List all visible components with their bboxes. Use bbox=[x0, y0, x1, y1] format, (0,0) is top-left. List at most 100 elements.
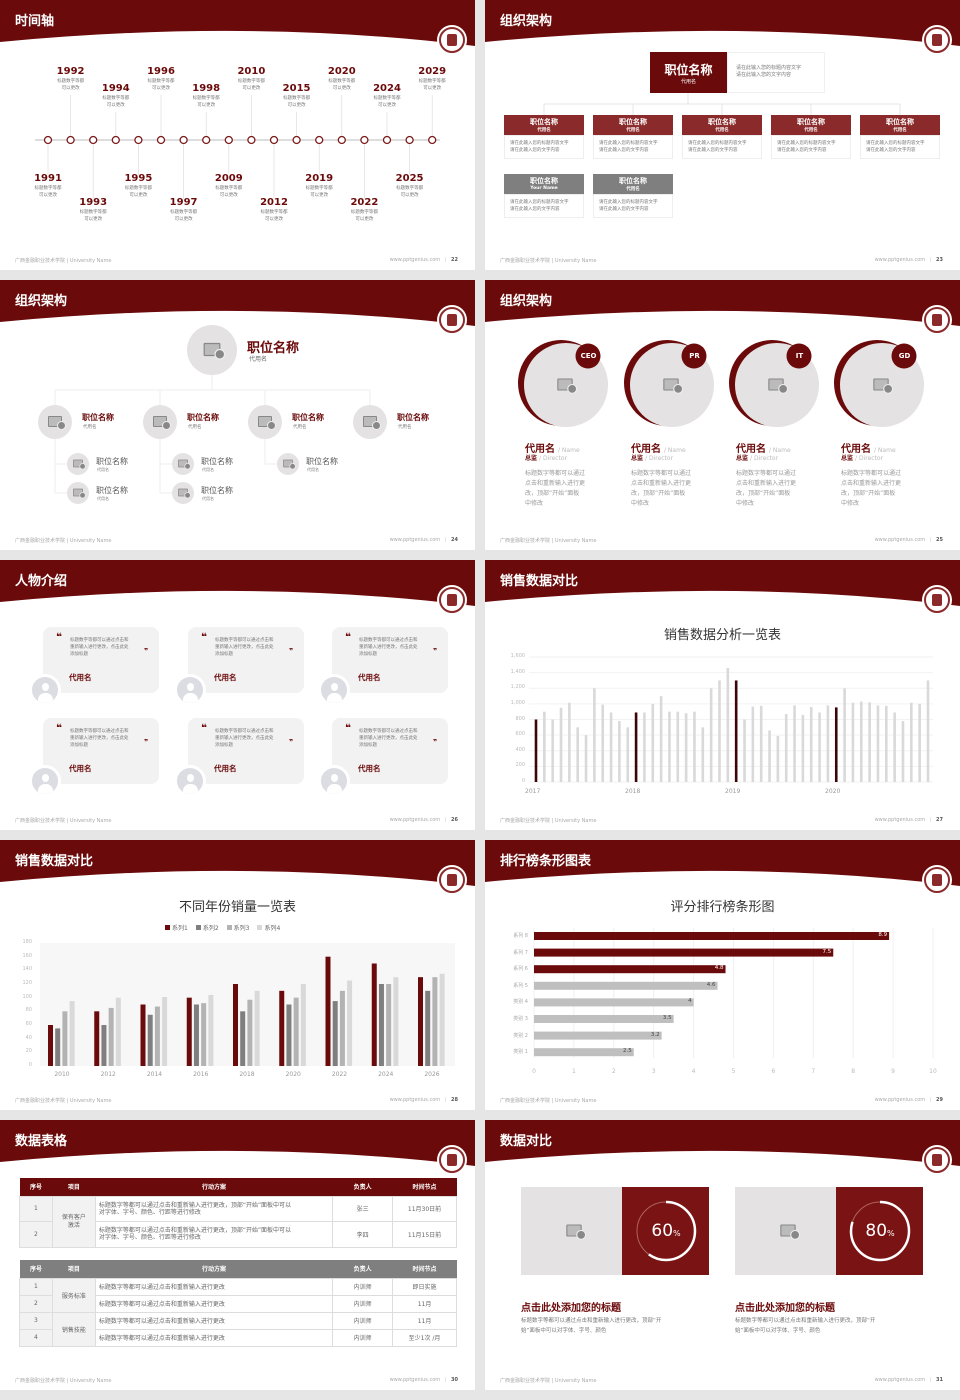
slide-30[interactable]: 数据表格 广西金融职业技术学院 | University Name www.pptg… bbox=[0, 1120, 475, 1390]
series-bar bbox=[279, 990, 285, 1066]
category-label: 类别 2 bbox=[513, 1032, 528, 1039]
member-role-cn: 总监 bbox=[841, 455, 854, 462]
sales-bar bbox=[918, 703, 921, 782]
ranking-bar bbox=[534, 965, 726, 974]
member-name-cn: 代用名 bbox=[631, 444, 661, 455]
member-desc: 标题数字等都可以通过 点击和重新输入进行更 改，顶部“开始”面板 中修改 bbox=[525, 470, 586, 507]
slide-26[interactable]: 人物介绍 广西金融职业技术学院 | University Name www.pptg… bbox=[0, 560, 475, 830]
header-band bbox=[485, 840, 960, 886]
legend-swatch bbox=[195, 925, 201, 930]
slide-31[interactable]: 数据对比 广西金融职业技术学院 | University Name www.pptg… bbox=[485, 1120, 960, 1390]
column-header: 时间节点 bbox=[412, 1184, 437, 1192]
org-box-header: 职位名称 代用名 bbox=[593, 115, 673, 135]
header-band bbox=[485, 0, 960, 46]
data-label: 8.9 bbox=[878, 932, 888, 938]
sales-bar bbox=[668, 711, 671, 782]
header-curve bbox=[0, 1120, 475, 1166]
timeline-node bbox=[179, 135, 188, 145]
member-role-cn: 总监 bbox=[631, 455, 644, 462]
row-time: 11月 bbox=[392, 1294, 457, 1313]
footer-university: 广西金融职业技术学院 | University Name bbox=[15, 818, 112, 824]
y-tick-label: 800 bbox=[515, 715, 525, 722]
footer-url: www.pptgenius.com bbox=[874, 1377, 926, 1383]
series-bar bbox=[48, 1025, 53, 1066]
sales-bar bbox=[726, 667, 730, 782]
slide-23[interactable]: 组织架构 广西金融职业技术学院 | University Name www.pptg… bbox=[485, 0, 960, 270]
member-desc: 标题数字等都可以通过 点击和重新输入进行更 改，顶部“开始”面板 中修改 bbox=[631, 470, 692, 507]
slide-25[interactable]: 组织架构 广西金融职业技术学院 | University Name www.pptg… bbox=[485, 280, 960, 550]
series-bar bbox=[293, 997, 299, 1066]
slide-22[interactable]: 时间轴 广西金融职业技术学院 | University Name www.pptge… bbox=[0, 0, 475, 270]
footer-right: www.pptgenius.com | 27 bbox=[875, 817, 943, 823]
row-group: 保有客户 激活 bbox=[51, 1195, 96, 1248]
member-role: 总监 / Director bbox=[736, 453, 778, 462]
member-name-en: / Name bbox=[769, 447, 791, 454]
sales-bar bbox=[901, 721, 905, 782]
footer-university: 广西金融职业技术学院 | University Name bbox=[500, 1098, 597, 1104]
footer-university: 广西金融职业技术学院 | University Name bbox=[500, 818, 597, 824]
org-mid-title: 职位名称 bbox=[292, 413, 324, 422]
sales-bar bbox=[759, 705, 763, 782]
timeline-desc: 标题数字等都 可以更改 bbox=[418, 79, 446, 91]
member-name-en: / Name bbox=[664, 447, 686, 454]
timeline-node bbox=[43, 135, 53, 145]
y-tick-label: 200 bbox=[515, 762, 525, 769]
series-bar bbox=[162, 996, 168, 1066]
x-tick-label: 6 bbox=[771, 1068, 776, 1075]
slide-24[interactable]: 组织架构 广西金融职业技术学院 | University Name www.pptg… bbox=[0, 280, 475, 550]
member-role-cn: 总监 bbox=[525, 455, 538, 462]
footer-university: 广西金融职业技术学院 | University Name bbox=[500, 258, 597, 264]
sales-bar bbox=[551, 719, 554, 782]
timeline-year: 1996 bbox=[147, 66, 175, 77]
slide-title: 人物介绍 bbox=[15, 574, 68, 589]
org-line bbox=[54, 375, 371, 494]
legend-item: 系列2 bbox=[195, 925, 219, 932]
timeline-node bbox=[360, 135, 369, 145]
footer-right: www.pptgenius.com | 24 bbox=[390, 537, 458, 543]
sales-bar bbox=[584, 735, 588, 782]
slide-28[interactable]: 销售数据对比 广西金融职业技术学院 | University Name www.pp… bbox=[0, 840, 475, 1110]
member-role: 总监 / Director bbox=[631, 453, 673, 462]
header-curve bbox=[0, 840, 475, 886]
sales-bar bbox=[910, 702, 913, 782]
university-logo bbox=[924, 587, 950, 613]
testimonial-quote: 标题数字等都可以通过点击和 重新输入进行更改，点击此处 添加标题 bbox=[359, 729, 418, 748]
timeline-node bbox=[382, 135, 392, 145]
column-header: 序号 bbox=[29, 1184, 42, 1192]
y-tick-label: 1,000 bbox=[510, 699, 525, 706]
slide-29[interactable]: 排行榜条形图表 广西金融职业技术学院 | University Name www.p… bbox=[485, 840, 960, 1110]
open-quote-icon: ❝ bbox=[201, 632, 207, 643]
role-badge-label: IT bbox=[795, 352, 804, 360]
timeline-desc: 标题数字等都 可以更改 bbox=[170, 210, 198, 222]
org-sub-title: 职位名称 bbox=[96, 486, 128, 495]
x-tick-label: 2014 bbox=[146, 1071, 163, 1078]
timeline-desc: 标题数字等都 可以更改 bbox=[283, 96, 311, 108]
slide-27[interactable]: 销售数据对比 广西金融职业技术学院 | University Name www.pp… bbox=[485, 560, 960, 830]
sales-bar bbox=[709, 688, 713, 782]
member-role-en: / Director bbox=[539, 455, 568, 462]
org-mid-title: 职位名称 bbox=[82, 413, 114, 422]
series-bar bbox=[439, 973, 445, 1066]
series-bar bbox=[115, 997, 121, 1066]
sales-bar bbox=[593, 688, 596, 782]
member-name-en: / Name bbox=[874, 447, 896, 454]
header-curve bbox=[485, 280, 960, 326]
timeline-year: 1993 bbox=[79, 197, 108, 208]
footer-sep: | bbox=[443, 1377, 449, 1383]
table-row: 2 标题数字等都可以通过点击和重新输入进行更改，顶部“开始”面板中可以 对字体、字… bbox=[19, 1221, 457, 1248]
member-name-cn: 代用名 bbox=[525, 444, 555, 455]
member-name-en: / Name bbox=[558, 447, 580, 454]
org-box-header: 职位名称 代用名 bbox=[860, 115, 940, 135]
image-placeholder-icon bbox=[73, 459, 86, 470]
timeline-desc: 标题数字等都 可以更改 bbox=[102, 96, 130, 108]
series-bar bbox=[254, 990, 260, 1066]
university-logo bbox=[924, 27, 950, 53]
header-curve bbox=[485, 840, 960, 886]
sales-bar bbox=[684, 713, 688, 782]
org-box-sub: 代用名 bbox=[626, 187, 640, 192]
series-bar bbox=[186, 997, 192, 1066]
timeline-year: 1995 bbox=[124, 173, 153, 184]
x-tick-label: 2016 bbox=[193, 1071, 209, 1078]
org-box-title: 职位名称 bbox=[530, 118, 558, 126]
org-mid-sub: 代用名 bbox=[83, 425, 97, 430]
